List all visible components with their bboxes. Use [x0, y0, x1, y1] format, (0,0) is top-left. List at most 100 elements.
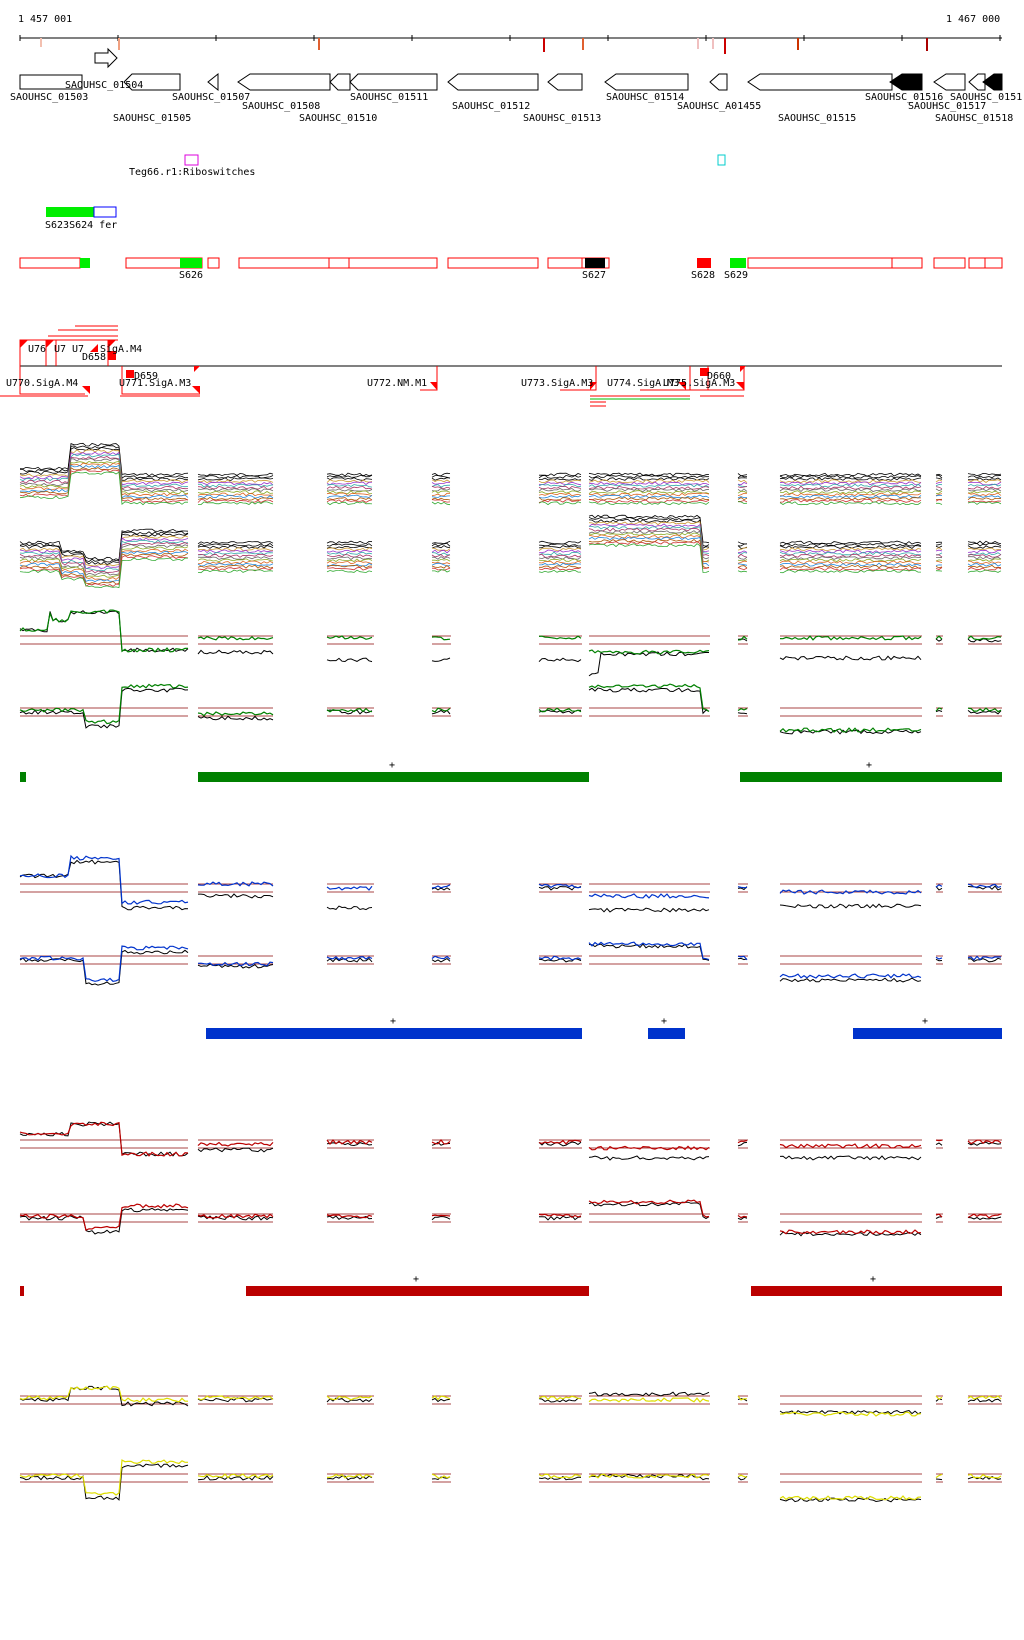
riboswitch-box[interactable] — [184, 154, 199, 166]
s-feature-green[interactable] — [80, 258, 90, 268]
gene-arrow-01511[interactable] — [349, 73, 438, 91]
track-line — [19, 945, 189, 982]
track-line — [935, 488, 943, 492]
track-line — [538, 488, 582, 492]
gene-arrow-01510[interactable] — [329, 73, 351, 91]
track-line — [779, 635, 922, 641]
track-line — [19, 1459, 188, 1496]
track-line — [19, 456, 189, 490]
track-line — [935, 638, 943, 642]
track-line — [737, 492, 748, 496]
track-line — [967, 547, 1002, 551]
s-feature-S627[interactable] — [585, 258, 605, 268]
track-line — [935, 709, 943, 713]
gene-arrow-01503[interactable] — [19, 74, 83, 90]
track-line — [431, 1215, 451, 1221]
track-line — [779, 1409, 922, 1415]
track-line — [538, 499, 582, 503]
track-line — [326, 551, 373, 556]
track-line — [197, 549, 274, 554]
track-line — [197, 479, 274, 484]
gene-arrow-01505[interactable] — [123, 73, 181, 91]
s-feature-S623[interactable] — [46, 207, 94, 217]
segment-bars: + + + + + + + — [20, 760, 1002, 1296]
track-line — [197, 499, 274, 503]
segment-bar-green[interactable] — [740, 772, 1002, 782]
gene-arrow-01516[interactable] — [889, 73, 923, 91]
track-line — [326, 540, 373, 545]
track-line — [538, 1397, 581, 1403]
gene-label: SAOUHSC_01517 — [908, 101, 986, 112]
u-feature-label: D659 — [134, 371, 158, 382]
track-line — [197, 569, 274, 574]
track-line — [779, 481, 922, 486]
track-line — [935, 493, 943, 496]
u-feature-label: U76 — [28, 344, 46, 355]
track-line — [431, 957, 451, 963]
track-line — [967, 957, 1002, 963]
track-line — [197, 494, 274, 499]
track-line — [967, 1213, 1002, 1219]
segment-mark: + — [866, 760, 872, 771]
track-line — [326, 492, 373, 497]
track-line — [19, 469, 189, 503]
gene-arrow-A01455[interactable] — [709, 73, 728, 91]
track-line — [967, 486, 1002, 490]
ruler-mark — [797, 38, 799, 50]
segment-mark: + — [870, 1274, 876, 1285]
ruler-mark — [712, 38, 714, 49]
track-line — [19, 542, 189, 574]
s-feature-S628[interactable] — [697, 258, 711, 268]
gene-arrow-01515[interactable] — [747, 73, 893, 91]
gene-arrow-01518[interactable] — [968, 73, 986, 91]
segment-bar-blue[interactable] — [206, 1028, 582, 1039]
riboswitch-box[interactable] — [717, 154, 726, 166]
segment-mark: + — [389, 760, 395, 771]
segment-mark: + — [922, 1016, 928, 1027]
track-line — [197, 477, 274, 481]
track-line — [588, 483, 710, 488]
track-line — [935, 473, 943, 476]
segment-bar-blue[interactable] — [853, 1028, 1002, 1039]
gene-arrow-01512[interactable] — [447, 73, 539, 91]
track-line — [538, 635, 582, 640]
track-line — [19, 859, 189, 911]
track-line — [967, 1473, 1002, 1479]
gene-arrow-01504[interactable] — [94, 47, 118, 69]
track-line — [197, 488, 274, 492]
track-line — [326, 1395, 373, 1401]
segment-bar-red[interactable] — [246, 1286, 589, 1296]
segment-bar-green[interactable] — [20, 772, 26, 782]
track-line — [431, 542, 451, 547]
s-feature-S624[interactable] — [93, 206, 117, 218]
track-line — [19, 451, 189, 486]
track-line — [431, 481, 451, 485]
gene-arrow-01514[interactable] — [604, 73, 689, 91]
track-line — [935, 566, 943, 569]
gene-label: SAOUHSC_01512 — [452, 101, 530, 112]
segment-bar-red[interactable] — [751, 1286, 1002, 1296]
track-line — [935, 1142, 943, 1146]
track-line — [779, 889, 922, 895]
segment-bar-blue[interactable] — [648, 1028, 685, 1039]
gene-label: SAOUHSC_01504 — [65, 80, 143, 91]
s-feature-S629[interactable] — [730, 258, 746, 268]
track-line — [935, 547, 943, 551]
track-line — [19, 1207, 189, 1235]
gene-arrow-0151x[interactable] — [982, 73, 1003, 91]
segment-bar-green[interactable] — [198, 772, 589, 782]
track-line — [538, 1473, 582, 1479]
track-line — [779, 547, 922, 552]
segment-bar-red[interactable] — [20, 1286, 24, 1296]
track-line — [19, 552, 189, 585]
gene-arrow-01507[interactable] — [207, 72, 219, 92]
gene-arrow-01508[interactable] — [237, 73, 331, 91]
gene-arrow-01513[interactable] — [547, 73, 583, 91]
s-feature-S626[interactable] — [180, 258, 202, 268]
track-line — [538, 556, 582, 560]
track-line — [779, 499, 922, 503]
track-line — [588, 1391, 710, 1397]
track-line — [431, 486, 451, 490]
gene-arrow-01517[interactable] — [933, 73, 966, 91]
s-feature-label: S628 — [691, 270, 715, 281]
